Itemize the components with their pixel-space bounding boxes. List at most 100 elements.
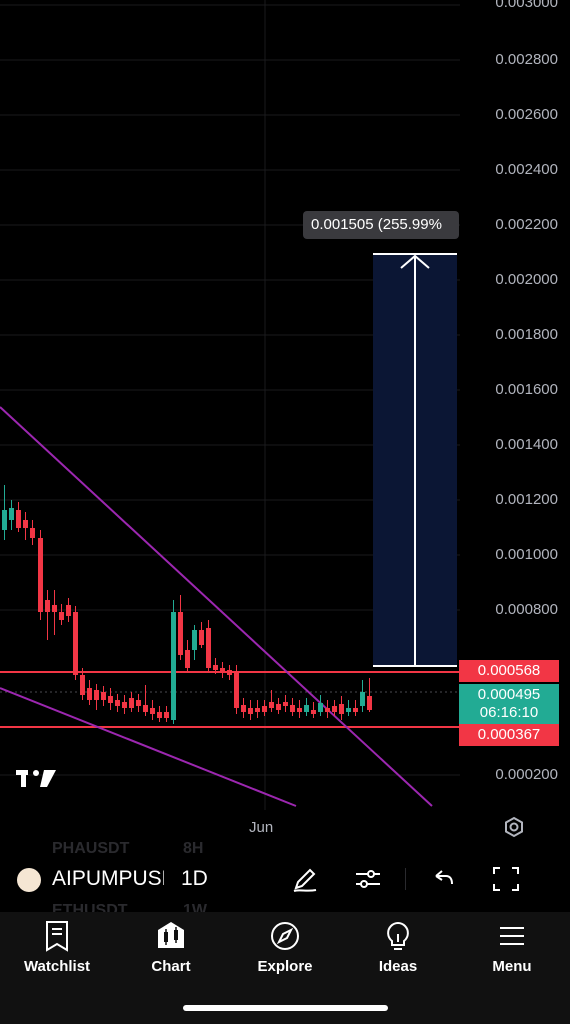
candle-body: [164, 712, 169, 718]
candle-body: [129, 698, 134, 708]
candle-body: [157, 712, 162, 718]
candle-body: [115, 700, 120, 706]
chart-icon: [158, 922, 184, 948]
candle-body: [339, 704, 344, 714]
tradingview-logo: [16, 770, 56, 787]
candle-body: [346, 708, 351, 712]
symbol-logo-icon[interactable]: [17, 868, 41, 892]
candle-body: [241, 705, 246, 712]
candle-body: [276, 704, 281, 710]
chart-toolbar: [0, 848, 570, 912]
candle-body: [38, 538, 43, 612]
candle-body: [136, 700, 141, 706]
nav-label: Watchlist: [23, 958, 91, 975]
watchlist-icon: [46, 921, 68, 952]
support-price-tag: 0.000367: [459, 724, 559, 746]
nav-label: Explore: [257, 958, 313, 975]
price-label: 0.001000: [495, 546, 558, 563]
measure-arrowhead: [400, 254, 430, 269]
nav-label: Menu: [492, 958, 532, 975]
price-label: 0.002400: [495, 161, 558, 178]
candle-body: [297, 708, 302, 712]
candle-body: [248, 708, 253, 714]
chart-settings-icon[interactable]: [503, 816, 525, 838]
compass-icon: [271, 922, 299, 950]
symbol-search-button[interactable]: AIPUMPUSDT: [52, 867, 164, 890]
menu-icon: [500, 927, 524, 945]
nav-menu[interactable]: Menu: [462, 920, 562, 990]
candle-body: [185, 650, 190, 668]
candle-body: [2, 510, 7, 530]
candle-body: [178, 612, 183, 655]
nav-label: Chart: [151, 958, 191, 975]
candle-body: [367, 696, 372, 710]
last-price-tag: 0.000495 06:16:10: [459, 684, 559, 726]
candle-body: [66, 605, 71, 616]
candle-body: [94, 690, 99, 700]
nav-ideas[interactable]: Ideas: [348, 920, 448, 990]
candle-body: [101, 692, 106, 700]
candle-body: [234, 672, 239, 708]
candle-body: [318, 703, 323, 712]
candle-body: [87, 688, 92, 700]
grid: [0, 0, 460, 810]
price-label: 0.003000: [495, 0, 558, 11]
candle-body: [199, 630, 204, 645]
candle-body: [262, 706, 267, 712]
measure-label: 0.001505 (255.99%: [303, 211, 459, 239]
candle-body: [80, 675, 85, 695]
price-chart[interactable]: [0, 0, 570, 845]
candle-body: [227, 670, 232, 675]
price-label: 0.000200: [495, 766, 558, 783]
candle-body: [255, 708, 260, 712]
candle-body: [311, 710, 316, 714]
candle-body: [122, 702, 127, 708]
candle-body: [143, 705, 148, 712]
candle-body: [283, 702, 288, 706]
candle-body: [213, 665, 218, 670]
candle-body: [9, 508, 14, 520]
candle-body: [304, 705, 309, 712]
lightbulb-icon: [387, 922, 409, 950]
resistance-price-tag: 0.000568: [459, 660, 559, 682]
ghost-interval: 8H: [183, 840, 204, 857]
ghost-symbol: PHAUSDT: [52, 840, 130, 857]
nav-chart[interactable]: Chart: [121, 920, 221, 990]
candle-body: [23, 520, 28, 528]
nav-watchlist[interactable]: Watchlist: [7, 920, 107, 990]
candle-body: [108, 696, 113, 703]
last-price-value: 0.000495: [477, 686, 541, 703]
candle-body: [353, 708, 358, 712]
candle-body: [52, 605, 57, 612]
candle-body: [220, 668, 225, 672]
nav-label: Ideas: [378, 958, 418, 975]
candle-body: [59, 612, 64, 620]
fullscreen-icon[interactable]: [491, 864, 521, 894]
candle-body: [171, 612, 176, 720]
indicators-icon[interactable]: [353, 864, 383, 894]
interval-button[interactable]: 1D: [181, 867, 208, 890]
upper-trendline: [0, 406, 433, 807]
candle-body: [73, 612, 78, 675]
candle-body: [45, 600, 50, 612]
undo-icon[interactable]: [428, 864, 458, 894]
price-label: 0.001400: [495, 436, 558, 453]
candle-body: [192, 630, 197, 650]
toolbar-divider: [405, 868, 406, 890]
time-axis-label: Jun: [249, 819, 274, 836]
candle-body: [30, 528, 35, 538]
candle-body: [16, 510, 21, 528]
home-indicator: [183, 1005, 388, 1011]
candles: [2, 485, 372, 724]
candle-body: [150, 708, 155, 714]
price-label: 0.002000: [495, 271, 558, 288]
price-label: 0.002200: [495, 216, 558, 233]
candle-body: [269, 702, 274, 708]
lower-trendline: [0, 687, 297, 807]
price-label: 0.002800: [495, 51, 558, 68]
candle-body: [360, 692, 365, 706]
price-label: 0.001800: [495, 326, 558, 343]
drawing-tool-icon[interactable]: [290, 864, 320, 894]
nav-explore[interactable]: Explore: [235, 920, 335, 990]
price-label: 0.002600: [495, 106, 558, 123]
